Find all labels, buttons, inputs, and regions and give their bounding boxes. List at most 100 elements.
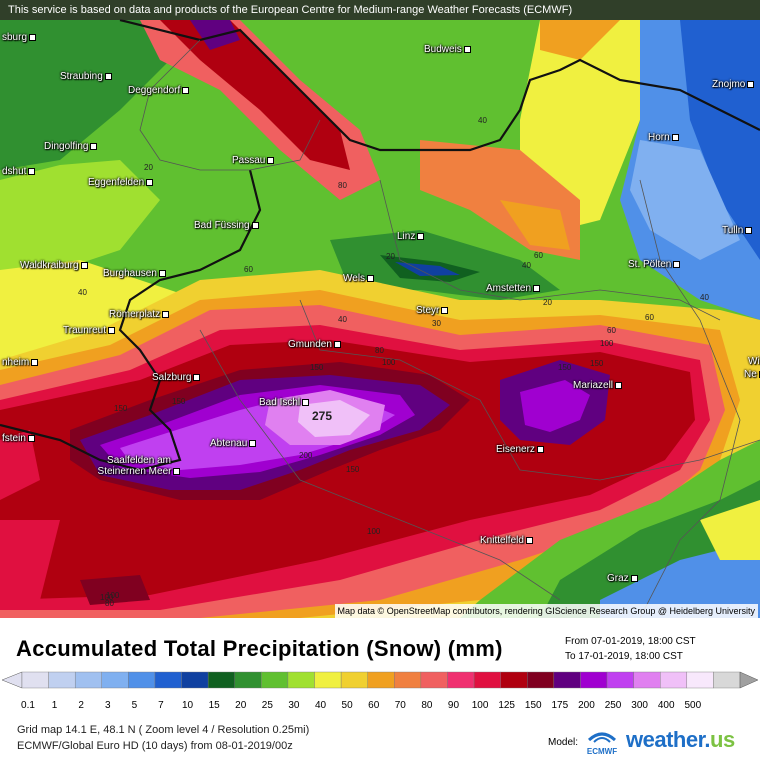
city-marker-icon [747, 80, 755, 88]
city-label[interactable]: dshut [2, 166, 36, 177]
city-label[interactable]: Burghausen [103, 268, 166, 279]
city-label[interactable]: Amstetten [486, 283, 541, 294]
city-label[interactable]: Graz [607, 573, 638, 584]
model-label: Model: [548, 737, 579, 748]
legend-tick-label: 300 [631, 700, 648, 711]
legend-tick-label: 400 [658, 700, 675, 711]
city-label[interactable]: St. Pölten [628, 259, 681, 270]
city-label[interactable]: Wi [748, 356, 760, 367]
chart-title: Accumulated Total Precipitation (Snow) (… [16, 636, 503, 661]
ecmwf-logo: ECMWF [587, 732, 617, 756]
city-label[interactable]: Gmunden [288, 339, 341, 350]
city-label[interactable]: Znojmo [712, 79, 755, 90]
legend-tick-label: 40 [315, 700, 327, 711]
city-marker-icon [80, 261, 88, 269]
city-label[interactable]: Horn [648, 132, 679, 143]
city-marker-icon [29, 33, 37, 41]
color-scale-legend: 0.1 1 2 3 5 7 10 15 20 25 30 40 50 60 70 80 90 100 125 150 1… [1, 671, 759, 711]
city-label[interactable]: nheim [2, 357, 39, 368]
city-marker-icon [463, 45, 471, 53]
svg-text:20: 20 [386, 252, 395, 261]
svg-text:20: 20 [543, 298, 552, 307]
city-label[interactable]: Deggendorf [128, 85, 190, 96]
ecmwf-banner: This service is based on data and produc… [0, 0, 760, 20]
city-label[interactable]: Knittelfeld [480, 535, 533, 546]
legend-tick-label: 2 [78, 700, 84, 711]
weather-us-logo[interactable]: weather.us [626, 727, 735, 752]
city-label[interactable]: Linz [397, 231, 425, 242]
city-marker-icon [525, 536, 533, 544]
city-label[interactable]: Traunreut [63, 325, 115, 336]
svg-text:150: 150 [114, 404, 128, 413]
city-label[interactable]: Mariazell [573, 380, 623, 391]
legend-tick-label: 50 [342, 700, 354, 711]
legend-tick-label: 1 [52, 700, 58, 711]
city-label[interactable]: Waldkraiburg [20, 260, 88, 271]
legend-tick-label: 20 [235, 700, 247, 711]
legend-swatch [553, 671, 581, 689]
svg-text:60: 60 [534, 251, 543, 260]
city-label[interactable]: Römerplatz [109, 309, 170, 320]
legend-swatch [660, 671, 688, 689]
city-marker-icon [267, 156, 275, 164]
city-label[interactable]: Saalfelden am Steinernen Meer [96, 455, 182, 477]
svg-text:150: 150 [310, 363, 324, 372]
svg-text:100: 100 [106, 591, 120, 600]
city-marker-icon [417, 232, 425, 240]
city-marker-icon [441, 306, 449, 314]
city-marker-icon [302, 398, 310, 406]
precipitation-map[interactable] [0, 0, 760, 618]
svg-text:40: 40 [700, 293, 709, 302]
city-label[interactable]: Salzburg [152, 372, 201, 383]
svg-text:20: 20 [144, 163, 153, 172]
city-label[interactable]: Bad Füssing [194, 220, 259, 231]
svg-text:ECMWF: ECMWF [587, 747, 617, 756]
legend-swatch [473, 671, 501, 689]
legend-swatch [207, 671, 235, 689]
city-label[interactable]: Straubing [60, 71, 112, 82]
city-label[interactable]: Tulln [722, 225, 753, 236]
legend-swatch [21, 671, 49, 689]
legend-swatch [367, 671, 395, 689]
city-label[interactable]: fstein [2, 433, 35, 444]
city-label[interactable]: Wels [343, 273, 375, 284]
legend-tick-label: 70 [395, 700, 407, 711]
city-label[interactable]: Eggenfelden [88, 177, 154, 188]
legend-tick-label: 25 [262, 700, 274, 711]
legend-tick-label: 0.1 [21, 700, 35, 711]
legend-tick-label: 7 [158, 700, 164, 711]
city-label[interactable]: Bad Ischl [259, 397, 310, 408]
city-marker-icon [90, 142, 98, 150]
legend-arrow-right [739, 671, 759, 689]
city-label[interactable]: Steyr [416, 305, 449, 316]
legend-swatch [580, 671, 608, 689]
legend-swatch [261, 671, 289, 689]
city-marker-icon [104, 72, 112, 80]
svg-text:40: 40 [78, 288, 87, 297]
city-label[interactable]: Ne [744, 369, 760, 380]
city-label[interactable]: Eisenerz [496, 444, 544, 455]
city-marker-icon [615, 381, 623, 389]
city-marker-icon [333, 340, 341, 348]
legend-swatch [633, 671, 661, 689]
city-label[interactable]: sburg [2, 32, 37, 43]
city-label[interactable]: Abtenau [210, 438, 257, 449]
city-marker-icon [27, 434, 35, 442]
city-marker-icon [31, 358, 39, 366]
legend-tick-label: 15 [209, 700, 221, 711]
model-info: ECMWF/Global Euro HD (10 days) from 08-0… [17, 740, 293, 752]
date-range-to: To 17-01-2019, 18:00 CST [565, 651, 683, 662]
city-label[interactable]: Dingolfing [44, 141, 98, 152]
svg-text:150: 150 [590, 359, 604, 368]
legend-tick-label: 3 [105, 700, 111, 711]
legend-tick-label: 5 [132, 700, 138, 711]
city-label[interactable]: Passau [232, 155, 275, 166]
city-marker-icon [673, 260, 681, 268]
city-marker-icon [158, 269, 166, 277]
map-attribution: Map data © OpenStreetMap contributors, r… [334, 604, 758, 618]
city-label[interactable]: Budweis [424, 44, 471, 55]
svg-text:30: 30 [432, 319, 441, 328]
legend-tick-label: 80 [421, 700, 433, 711]
legend-swatch [527, 671, 555, 689]
legend-tick-label: 500 [684, 700, 701, 711]
